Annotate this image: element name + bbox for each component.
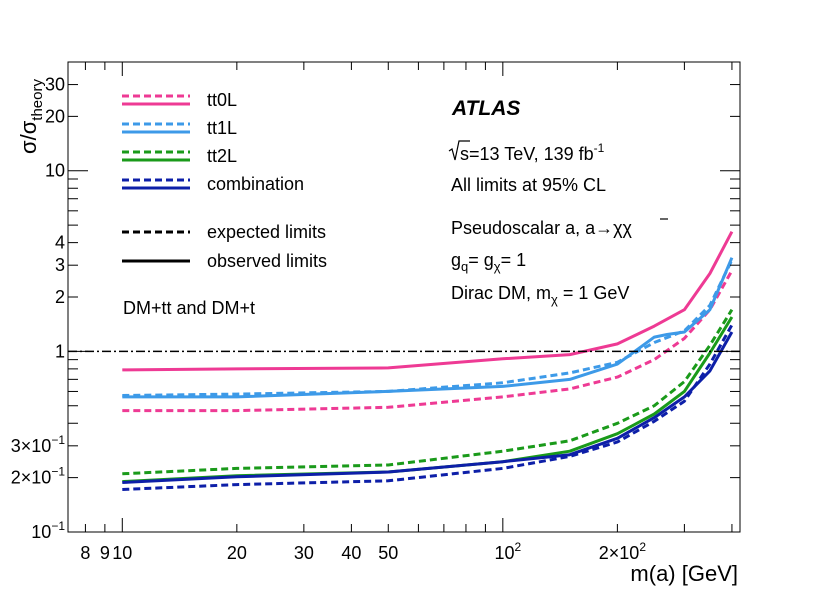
y-axis-title-main: σ/σ [16, 120, 41, 154]
y-tick-label: 2 [55, 287, 65, 307]
x-axis-title: m(a) [GeV] [630, 561, 738, 586]
series-tt0l-expected [122, 269, 734, 413]
x-tick-label: 20 [227, 543, 247, 563]
y-tick-label: 4 [55, 233, 65, 253]
energy-text: s=13 TeV, 139 fb [460, 144, 594, 164]
channels-label: DM+tt and DM+t [123, 298, 255, 318]
y-tick-label: 2×10−1 [11, 465, 66, 488]
legend: tt0L tt1L tt2L combination expected limits ob… [122, 90, 327, 271]
series-tt0l-observed [122, 231, 734, 372]
legend-label-tt1l: tt1L [207, 118, 237, 138]
model-label: Pseudoscalar a, a→χχ [451, 218, 633, 238]
y-tick-label: 10 [45, 161, 65, 181]
y-axis-ticks: 10−1 2×10−1 3×10−1 1 2 34 10 20 30 [11, 75, 740, 542]
legend-label-tt2l: tt2L [207, 146, 237, 166]
series-tt1l-observed [122, 257, 734, 399]
svg-text:s=13 TeV, 139 fb-1: s=13 TeV, 139 fb-1 [460, 141, 605, 164]
y-tick-label: 20 [45, 106, 65, 126]
x-tick-label: 2×102 [599, 540, 647, 563]
legend-label-expected-limits: expected limits [207, 222, 326, 242]
y-tick-label: 3×10−1 [11, 433, 66, 456]
x-tick-label: 102 [494, 540, 521, 563]
y-axis-title-sub: theory [29, 79, 46, 121]
x-tick-label: 9 [100, 543, 110, 563]
x-tick-label: 40 [341, 543, 361, 563]
legend-label-combination: combination [207, 174, 304, 194]
y-tick-label: 1 [55, 341, 65, 361]
legend-label-observed-limits: observed limits [207, 251, 327, 271]
x-tick-label: 10 [112, 543, 132, 563]
cl-label: All limits at 95% CL [451, 175, 606, 195]
energy-label: s=13 TeV, 139 fb-1 [448, 140, 605, 164]
series-combination-observed [122, 331, 734, 484]
dm-label: Dirac DM, mχ = 1 GeV [451, 283, 629, 307]
x-tick-label: 30 [294, 543, 314, 563]
x-tick-label: 50 [378, 543, 398, 563]
data-lines [122, 231, 734, 491]
y-axis-title: σ/σtheory [16, 79, 46, 154]
y-tick-label: 10−1 [31, 519, 65, 542]
x-tick-label: 8 [80, 543, 90, 563]
y-tick-label: 30 [45, 75, 65, 95]
series-tt2l-expected [122, 308, 734, 476]
svg-text:σ/σtheory: σ/σtheory [16, 79, 46, 154]
x-axis-ticks: 8 9 10 20 30 40 50 102 2×102 [80, 62, 733, 563]
y-tick-label: 3 [55, 255, 65, 275]
energy-sup: -1 [594, 141, 605, 155]
coupling-label: gq= gχ= 1 [451, 250, 526, 274]
sqrt-sign-icon [448, 140, 470, 161]
experiment-label: ATLAS [451, 97, 520, 120]
legend-label-tt0l: tt0L [207, 90, 237, 110]
